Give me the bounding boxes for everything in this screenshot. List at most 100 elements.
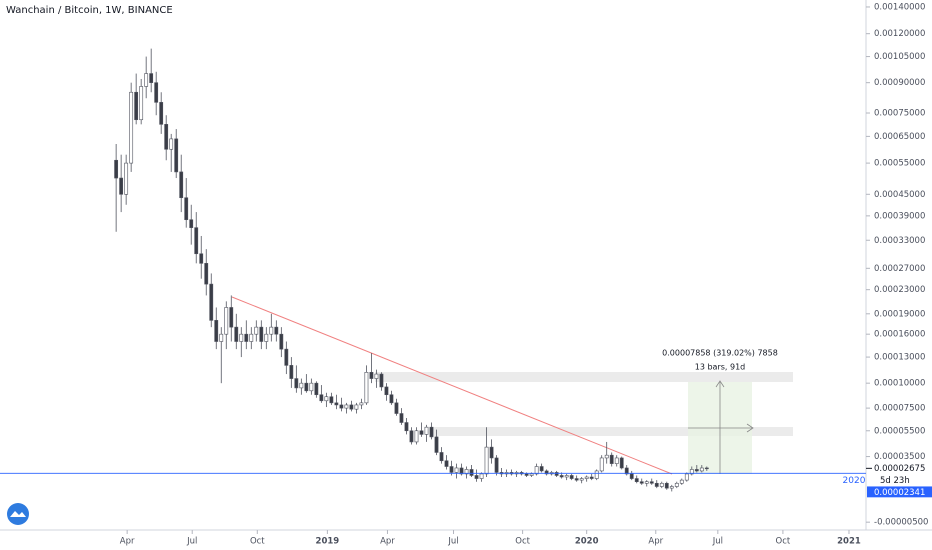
- candle-body: [694, 469, 699, 472]
- measure-arrow-head: [715, 380, 725, 388]
- y-tick-label: 0.00019000: [874, 309, 925, 319]
- y-tick-label: 0.00027000: [874, 264, 925, 274]
- candle-body: [619, 457, 624, 469]
- candle-body: [234, 326, 239, 342]
- candle-body: [539, 466, 544, 472]
- candle-body: [474, 475, 479, 479]
- y-tick-label: 0.00075000: [874, 109, 925, 119]
- trend-line: [231, 296, 673, 475]
- candle-body: [149, 73, 154, 83]
- y-tick-label: 0.00039000: [874, 211, 925, 221]
- y-tick-label: 0.00023000: [874, 285, 925, 295]
- line-price-label: 0.00002341: [874, 488, 925, 498]
- candle-body: [174, 138, 179, 173]
- candle-body: [669, 486, 674, 489]
- candle-body: [589, 476, 594, 479]
- candle-body: [684, 473, 689, 481]
- candle-body: [644, 481, 649, 484]
- last-price-label: 0.00002675: [874, 464, 925, 474]
- y-tick-label: 0.00140000: [874, 2, 925, 12]
- candle-body: [634, 478, 639, 482]
- candle-body: [344, 404, 349, 409]
- y-tick-label: 0.00090000: [874, 78, 925, 88]
- candle-body: [239, 333, 244, 342]
- candle-body: [119, 177, 124, 195]
- candle-body: [534, 466, 539, 475]
- candle-body: [209, 283, 214, 321]
- y-tick-label: 0.00055000: [874, 159, 925, 169]
- candle-body: [479, 473, 484, 479]
- candle-body: [329, 396, 334, 404]
- y-tick-label: 0.00045000: [874, 190, 925, 200]
- candle-body: [339, 404, 344, 409]
- x-tick-label: Jul: [447, 537, 458, 547]
- last-price-badge: [867, 462, 932, 487]
- candle-body: [649, 481, 654, 484]
- candle-body: [699, 467, 704, 472]
- candle-body: [284, 348, 289, 366]
- chart-title: Wanchain / Bitcoin, 1W, BINANCE: [6, 5, 173, 16]
- countdown: 5d 23h: [880, 476, 910, 486]
- x-tick-label: 2020: [575, 537, 599, 547]
- y-tick-label: -0.00000500: [874, 518, 928, 528]
- candle-body: [444, 460, 449, 467]
- candle-body: [189, 219, 194, 228]
- candle-body: [279, 333, 284, 350]
- x-tick-label: 2021: [837, 537, 861, 547]
- candle-body: [324, 396, 329, 402]
- candle-body: [139, 86, 144, 121]
- candle-body: [394, 402, 399, 414]
- candle-body: [624, 467, 629, 475]
- candle-body: [199, 253, 204, 264]
- candle-body: [224, 307, 229, 335]
- candle-body: [559, 475, 564, 478]
- candle-body: [319, 394, 324, 402]
- candle-body: [389, 394, 394, 404]
- candle-body: [529, 473, 534, 476]
- candle-body: [419, 430, 424, 435]
- line-label: 2020: [843, 476, 866, 486]
- candle-body: [464, 469, 469, 475]
- candle-body: [494, 457, 499, 473]
- candle-body: [564, 475, 569, 478]
- x-tick-label: Apr: [648, 537, 663, 547]
- candle-body: [599, 457, 604, 472]
- candle-body: [154, 82, 159, 103]
- candle-body: [569, 475, 574, 479]
- candle-body: [144, 73, 149, 87]
- candle-body: [674, 482, 679, 487]
- candle-body: [704, 467, 709, 470]
- candle-body: [244, 333, 249, 342]
- candle-body: [554, 472, 559, 476]
- candle-body: [399, 413, 404, 423]
- x-tick-label: Apr: [380, 537, 395, 547]
- measure-arrow-head: [746, 423, 754, 433]
- y-tick-label: 0.00120000: [874, 29, 925, 39]
- y-tick-label: 0.00105000: [874, 52, 925, 62]
- candle-body: [384, 386, 389, 396]
- candle-body: [314, 382, 319, 396]
- candle-body: [294, 378, 299, 389]
- candle-body: [249, 333, 254, 342]
- candle-body: [659, 482, 664, 487]
- line-price-badge: [867, 486, 932, 498]
- candle-body: [409, 430, 414, 443]
- y-tick-label: 0.00007500: [874, 404, 925, 414]
- x-tick-label: Oct: [250, 537, 265, 547]
- y-tick-label: 0.00033000: [874, 236, 925, 246]
- candle-body: [269, 326, 274, 335]
- candle-body: [614, 457, 619, 464]
- measure-bars: 13 bars, 91d: [695, 363, 746, 372]
- candle-body: [304, 382, 309, 392]
- zone: [430, 427, 793, 436]
- x-tick-label: Oct: [515, 537, 530, 547]
- candle-body: [184, 197, 189, 221]
- candle-body: [259, 326, 264, 342]
- x-tick-label: 2019: [316, 537, 340, 547]
- candle-body: [254, 326, 259, 335]
- y-tick-label: 0.00005500: [874, 426, 925, 436]
- candle-body: [179, 171, 184, 199]
- y-tick-label: 0.00016000: [874, 330, 925, 340]
- candle-body: [159, 102, 164, 125]
- candle-body: [114, 159, 119, 179]
